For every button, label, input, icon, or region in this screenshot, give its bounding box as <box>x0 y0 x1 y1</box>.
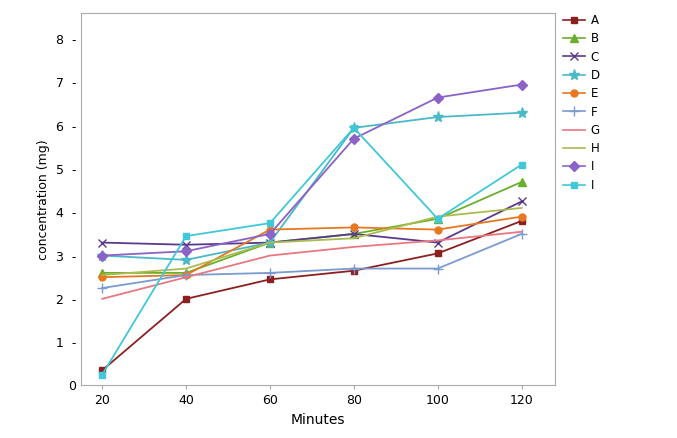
Y-axis label: concentration (mg): concentration (mg) <box>37 139 50 260</box>
X-axis label: Minutes: Minutes <box>291 413 345 427</box>
Legend: A, B, C, D, E, F, G, H, I, I: A, B, C, D, E, F, G, H, I, I <box>561 11 602 194</box>
